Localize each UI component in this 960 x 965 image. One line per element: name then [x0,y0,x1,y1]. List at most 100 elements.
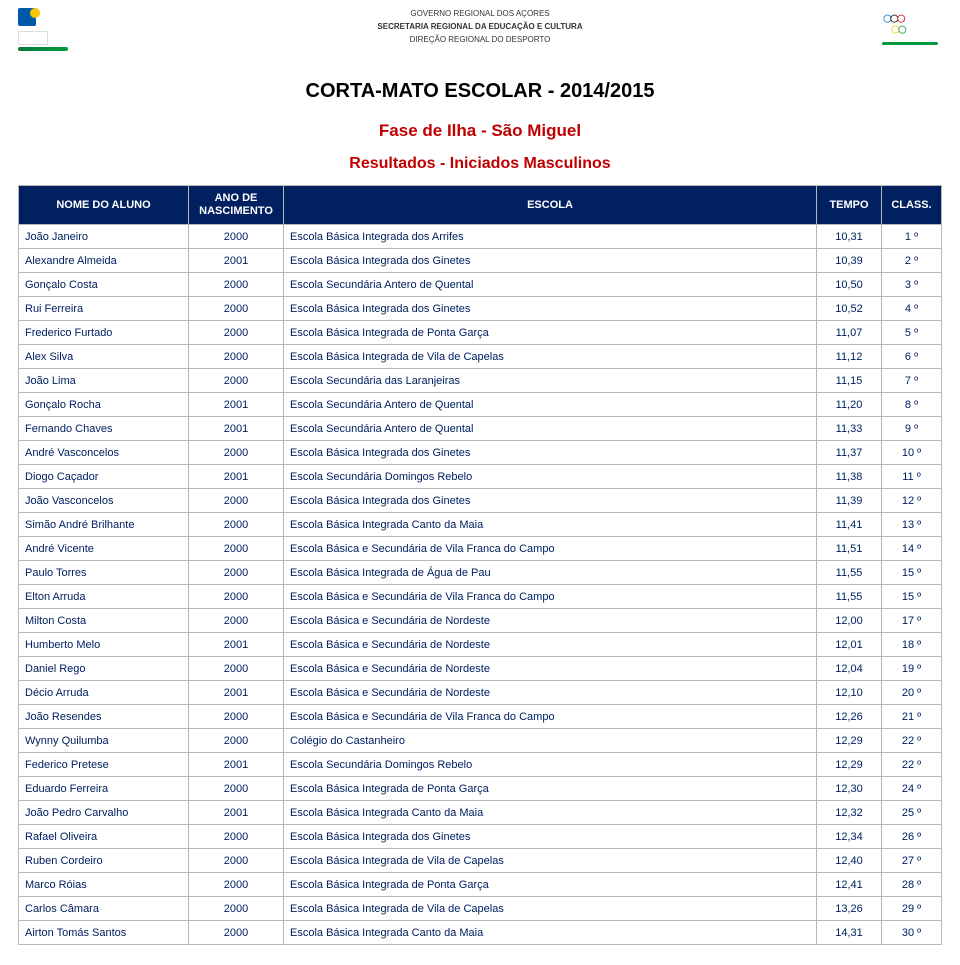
cell-school: Escola Secundária Domingos Rebelo [284,753,817,777]
table-row: Milton Costa2000Escola Básica e Secundár… [19,609,942,633]
cell-school: Escola Básica Integrada de Ponta Garça [284,873,817,897]
cell-year: 2001 [189,249,284,273]
cell-year: 2000 [189,297,284,321]
cell-school: Escola Secundária Antero de Quental [284,393,817,417]
cell-year: 2000 [189,489,284,513]
table-row: Rui Ferreira2000Escola Básica Integrada … [19,297,942,321]
cell-name: Federico Pretese [19,753,189,777]
cell-school: Escola Básica e Secundária de Nordeste [284,633,817,657]
main-title: CORTA-MATO ESCOLAR - 2014/2015 [18,80,942,103]
cell-school: Escola Básica Integrada Canto da Maia [284,921,817,945]
cell-class: 11 º [882,465,942,489]
cell-name: Frederico Furtado [19,321,189,345]
cell-time: 10,39 [817,249,882,273]
cell-class: 15 º [882,561,942,585]
table-row: Gonçalo Costa2000Escola Secundária Anter… [19,273,942,297]
cell-time: 12,26 [817,705,882,729]
cell-year: 2000 [189,537,284,561]
cell-time: 12,41 [817,873,882,897]
cell-time: 12,00 [817,609,882,633]
cell-name: André Vicente [19,537,189,561]
cell-name: Airton Tomás Santos [19,921,189,945]
cell-name: Gonçalo Costa [19,273,189,297]
cell-time: 10,52 [817,297,882,321]
cell-time: 11,37 [817,441,882,465]
cell-school: Escola Básica Integrada de Vila de Capel… [284,345,817,369]
cell-time: 12,01 [817,633,882,657]
cell-time: 11,55 [817,585,882,609]
phase-title: Fase de Ilha - São Miguel [18,121,942,141]
table-row: Eduardo Ferreira2000Escola Básica Integr… [19,777,942,801]
gov-line-2: SECRETARIA REGIONAL DA EDUCAÇÃO E CULTUR… [18,21,942,34]
table-row: Diogo Caçador2001Escola Secundária Domin… [19,465,942,489]
cell-year: 2001 [189,393,284,417]
table-row: Rafael Oliveira2000Escola Básica Integra… [19,825,942,849]
table-row: André Vasconcelos2000Escola Básica Integ… [19,441,942,465]
table-row: João Vasconcelos2000Escola Básica Integr… [19,489,942,513]
cell-class: 27 º [882,849,942,873]
cell-class: 21 º [882,705,942,729]
cell-school: Escola Básica e Secundária de Vila Franc… [284,585,817,609]
gov-logo-right-icon: ○○○ ○○ [882,8,942,44]
cell-school: Escola Secundária Domingos Rebelo [284,465,817,489]
cell-school: Escola Básica Integrada dos Ginetes [284,441,817,465]
cell-time: 12,29 [817,753,882,777]
cell-school: Escola Básica Integrada dos Ginetes [284,489,817,513]
table-row: Frederico Furtado2000Escola Básica Integ… [19,321,942,345]
cell-school: Escola Básica e Secundária de Nordeste [284,609,817,633]
table-row: Simão André Brilhante2000Escola Básica I… [19,513,942,537]
cell-name: Eduardo Ferreira [19,777,189,801]
table-row: Airton Tomás Santos2000Escola Básica Int… [19,921,942,945]
cell-school: Escola Básica Integrada de Vila de Capel… [284,897,817,921]
cell-time: 10,31 [817,225,882,249]
cell-time: 12,34 [817,825,882,849]
cell-class: 3 º [882,273,942,297]
cell-school: Escola Secundária Antero de Quental [284,417,817,441]
cell-name: Gonçalo Rocha [19,393,189,417]
cell-class: 19 º [882,657,942,681]
cell-class: 2 º [882,249,942,273]
cell-class: 13 º [882,513,942,537]
cell-name: André Vasconcelos [19,441,189,465]
cell-year: 2000 [189,345,284,369]
cell-time: 11,07 [817,321,882,345]
cell-school: Escola Básica e Secundária de Vila Franc… [284,705,817,729]
cell-year: 2001 [189,681,284,705]
cell-school: Escola Básica Integrada dos Ginetes [284,825,817,849]
cell-time: 12,10 [817,681,882,705]
cell-school: Escola Básica e Secundária de Nordeste [284,657,817,681]
cell-school: Escola Básica e Secundária de Vila Franc… [284,537,817,561]
cell-time: 10,50 [817,273,882,297]
cell-name: Rui Ferreira [19,297,189,321]
cell-name: Milton Costa [19,609,189,633]
cell-class: 24 º [882,777,942,801]
cell-name: João Janeiro [19,225,189,249]
cell-year: 2000 [189,585,284,609]
cell-year: 2001 [189,801,284,825]
cell-class: 22 º [882,753,942,777]
cell-school: Escola Básica Integrada de Ponta Garça [284,321,817,345]
th-year: ANO DE NASCIMENTO [189,186,284,225]
cell-time: 12,40 [817,849,882,873]
cell-time: 12,30 [817,777,882,801]
cell-time: 14,31 [817,921,882,945]
cell-year: 2000 [189,609,284,633]
table-row: Fernando Chaves2001Escola Secundária Ant… [19,417,942,441]
th-school: ESCOLA [284,186,817,225]
cell-class: 12 º [882,489,942,513]
table-row: Alex Silva2000Escola Básica Integrada de… [19,345,942,369]
cell-year: 2001 [189,633,284,657]
cell-name: Fernando Chaves [19,417,189,441]
cell-time: 11,15 [817,369,882,393]
cell-time: 12,32 [817,801,882,825]
cell-class: 8 º [882,393,942,417]
table-row: Gonçalo Rocha2001Escola Secundária Anter… [19,393,942,417]
cell-name: Alex Silva [19,345,189,369]
th-class: CLASS. [882,186,942,225]
table-row: Paulo Torres2000Escola Básica Integrada … [19,561,942,585]
cell-name: Marco Róias [19,873,189,897]
cell-name: Simão André Brilhante [19,513,189,537]
cell-class: 1 º [882,225,942,249]
cell-school: Escola Básica Integrada de Ponta Garça [284,777,817,801]
cell-class: 14 º [882,537,942,561]
